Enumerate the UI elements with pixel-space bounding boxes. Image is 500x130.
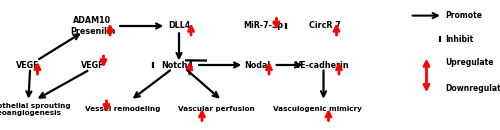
Text: ADAM10
Presenilin: ADAM10 Presenilin [70,16,115,36]
Text: Vessel remodeling: Vessel remodeling [85,106,160,112]
Text: VEGF: VEGF [81,60,104,70]
Text: VEGF: VEGF [16,60,39,70]
Text: Promote: Promote [445,11,482,20]
Text: VE-cadherin: VE-cadherin [295,60,350,70]
Text: Endothelial sprouting
Neoangiogenesis: Endothelial sprouting Neoangiogenesis [0,103,70,116]
Text: Upregulate: Upregulate [445,58,494,67]
Text: DLL4: DLL4 [168,21,190,31]
Text: Nodal: Nodal [244,60,270,70]
Text: Vasculogenic mimicry: Vasculogenic mimicry [273,106,362,112]
Text: Notch4: Notch4 [162,60,194,70]
Text: Vascular perfusion: Vascular perfusion [178,106,254,112]
Text: Inhibit: Inhibit [445,34,473,44]
Text: CircR 7: CircR 7 [309,21,341,31]
Text: Downregulate: Downregulate [445,84,500,93]
Text: MiR-7-5p: MiR-7-5p [244,21,284,31]
